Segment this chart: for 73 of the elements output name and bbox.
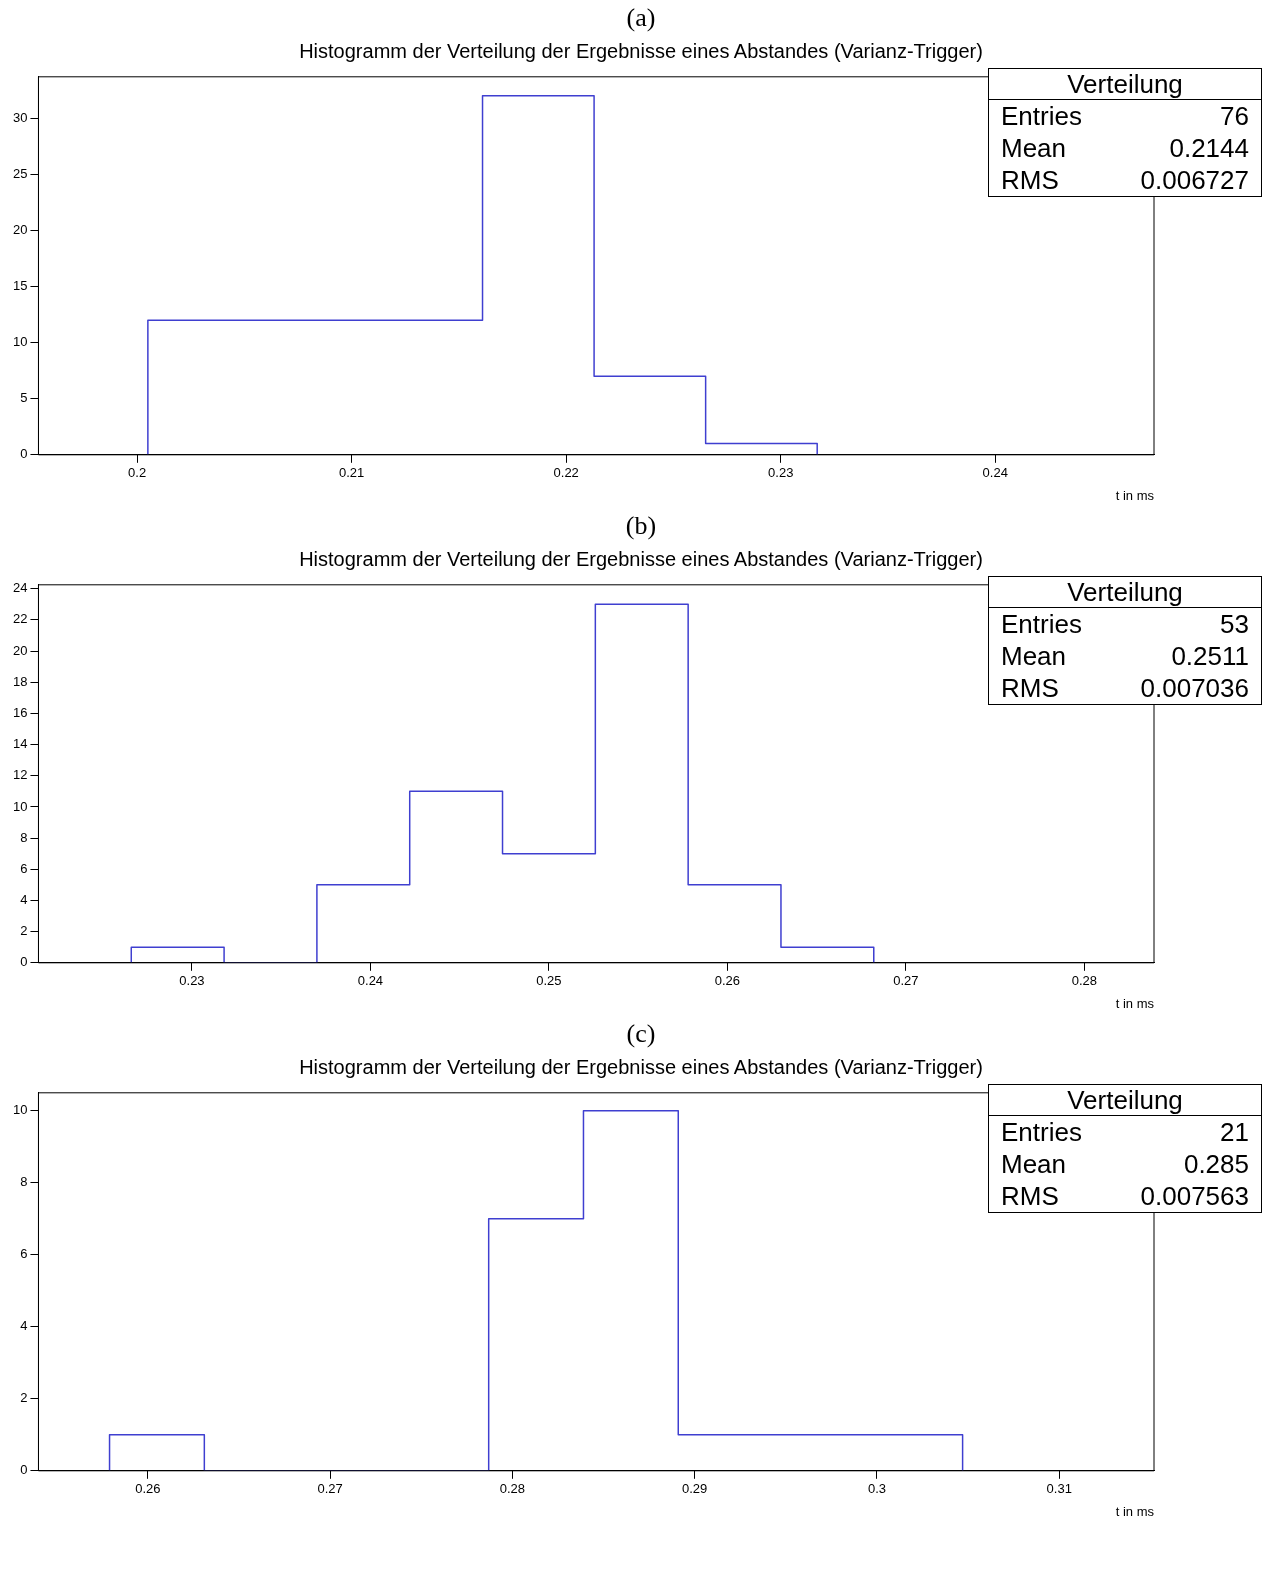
annotation: RMS	[1001, 1180, 1059, 1212]
annotation: Verteilung	[989, 577, 1261, 608]
x-tick-label: 0.23	[768, 465, 794, 481]
annotation: Mean	[1001, 132, 1067, 164]
y-tick-label: 20	[12, 642, 28, 658]
y-tick-label: 6	[20, 1246, 28, 1262]
x-axis-title: t in ms	[1115, 995, 1155, 1011]
y-tick-label: 12	[12, 767, 28, 783]
x-tick-label: 0.3	[867, 1481, 886, 1497]
x-tick-label: 0.21	[339, 465, 365, 481]
x-tick-label: 0.2	[128, 465, 147, 481]
x-tick-label: 0.29	[682, 1481, 708, 1497]
y-tick-label: 2	[20, 923, 28, 939]
x-axis-title: t in ms	[1115, 1503, 1155, 1519]
y-tick-label: 0	[20, 954, 28, 970]
x-tick-label: 0.25	[536, 973, 562, 989]
annotation: Mean	[1001, 640, 1067, 672]
x-tick-label: 0.31	[1046, 1481, 1072, 1497]
chart-title: Histogramm der Verteilung der Ergebnisse eines Abstandes (Varianz-Trigger)	[298, 547, 984, 572]
annotation: Entries	[1001, 1116, 1082, 1148]
y-tick-label: 2	[20, 1390, 28, 1406]
chart-subtitle: (a)	[625, 2, 657, 34]
y-tick-label: 18	[12, 673, 28, 689]
x-tick-label: 0.24	[357, 973, 384, 989]
y-tick-label: 4	[20, 892, 28, 908]
y-tick-label: 25	[12, 165, 28, 181]
chart-title: Histogramm der Verteilung der Ergebnisse eines Abstandes (Varianz-Trigger)	[298, 1055, 984, 1080]
text: 0.2144	[1169, 132, 1249, 164]
y-tick-label: 30	[12, 109, 28, 125]
annotation: Mean	[1001, 1148, 1067, 1180]
annotation: 0.006727	[1140, 164, 1249, 196]
x-axis-title: t in ms	[1115, 487, 1155, 503]
x-tick-label: 0.27	[317, 1481, 343, 1497]
annotation: 0.007036	[1140, 672, 1249, 704]
annotation: Verteilung	[989, 1085, 1261, 1116]
y-tick-label: 6	[20, 860, 28, 876]
annotation: Entries	[1001, 100, 1082, 132]
y-tick-label: 8	[20, 829, 28, 845]
annotation: RMS	[1001, 164, 1059, 196]
y-tick-label: 15	[12, 278, 28, 294]
annotation: Verteilung	[989, 69, 1261, 100]
y-tick-label: 22	[12, 611, 28, 627]
chart-subtitle: (b)	[624, 510, 658, 542]
text: 0.285	[1183, 1148, 1249, 1180]
x-tick-label: 0.23	[179, 973, 205, 989]
chart-subtitle: (c)	[625, 1018, 657, 1050]
y-tick-label: 0	[20, 446, 28, 462]
y-tick-label: 10	[12, 334, 28, 350]
x-tick-label: 0.28	[1071, 973, 1098, 989]
x-tick-label: 0.26	[714, 973, 741, 989]
y-tick-label: 16	[12, 704, 28, 720]
y-tick-label: 14	[12, 736, 28, 752]
y-tick-label: 24	[12, 580, 28, 596]
x-tick-label: 0.27	[893, 973, 919, 989]
annotation: RMS	[1001, 672, 1059, 704]
x-tick-label: 0.22	[553, 465, 579, 481]
x-tick-label: 0.24	[982, 465, 1008, 481]
y-tick-label: 4	[20, 1318, 28, 1334]
text: 0.2511	[1171, 640, 1249, 672]
y-tick-label: 10	[12, 1102, 28, 1118]
y-tick-label: 20	[12, 222, 28, 238]
text: 76	[1220, 100, 1249, 132]
x-tick-label: 0.28	[499, 1481, 526, 1497]
y-tick-label: 10	[12, 798, 28, 814]
y-tick-label: 0	[20, 1462, 28, 1478]
y-tick-label: 8	[20, 1174, 28, 1190]
text: 53	[1220, 608, 1249, 640]
text: 21	[1220, 1116, 1249, 1148]
x-tick-label: 0.26	[135, 1481, 161, 1497]
y-tick-label: 5	[20, 390, 28, 406]
annotation: Entries	[1001, 608, 1082, 640]
chart-title: Histogramm der Verteilung der Ergebnisse eines Abstandes (Varianz-Trigger)	[298, 39, 984, 64]
annotation: 0.007563	[1140, 1180, 1249, 1212]
